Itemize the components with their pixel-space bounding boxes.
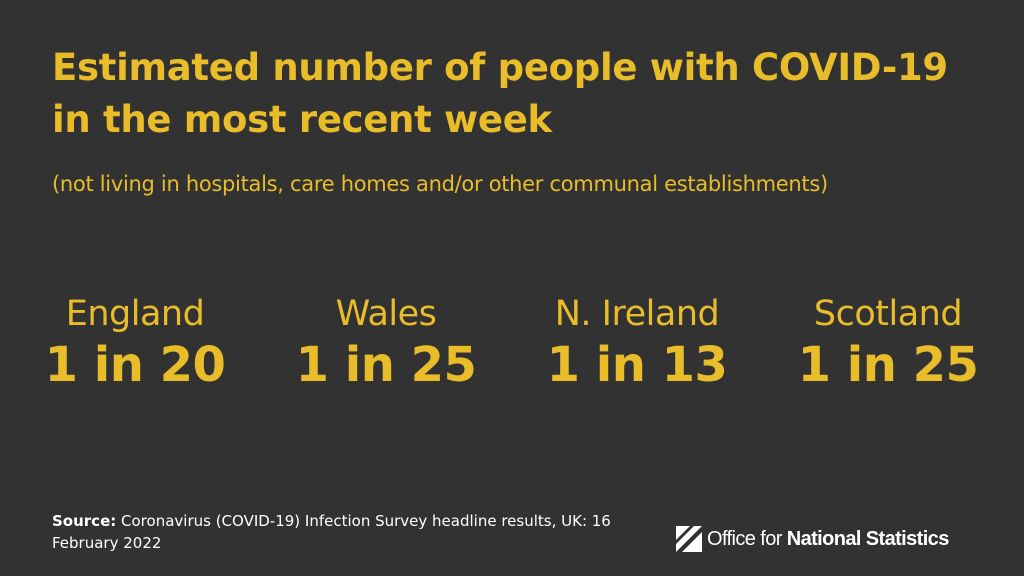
stat-scotland: Scotland 1 in 25: [763, 292, 1013, 394]
prevalence-value: 1 in 25: [295, 337, 477, 393]
source-text: Coronavirus (COVID-19) Infection Survey …: [52, 512, 611, 552]
region-label: Scotland: [813, 294, 963, 334]
source-label: Source:: [52, 512, 117, 530]
regional-stats: England 1 in 20 Wales 1 in 25 N. Ireland…: [10, 292, 1014, 402]
ons-logo-icon: [676, 526, 702, 552]
infographic-subtitle: (not living in hospitals, care homes and…: [52, 172, 828, 196]
logo-text-regular: Office for: [707, 527, 787, 550]
stat-n-ireland: N. Ireland 1 in 13: [512, 292, 762, 394]
prevalence-value: 1 in 20: [44, 337, 226, 393]
region-label: N. Ireland: [554, 294, 720, 334]
source-note: Source: Coronavirus (COVID-19) Infection…: [52, 510, 652, 554]
stat-england: England 1 in 20: [10, 292, 260, 394]
region-label: Wales: [335, 294, 437, 334]
region-label: England: [65, 294, 205, 334]
logo-text-bold: National Statistics: [786, 527, 950, 550]
ons-logo-text: Office for National Statistics: [707, 528, 949, 551]
ons-logo: Office for National Statistics: [676, 524, 976, 554]
prevalence-value: 1 in 25: [797, 337, 979, 393]
prevalence-value: 1 in 13: [546, 337, 728, 393]
stat-wales: Wales 1 in 25: [261, 292, 511, 394]
infographic-title: Estimated number of people with COVID-19…: [52, 46, 948, 141]
